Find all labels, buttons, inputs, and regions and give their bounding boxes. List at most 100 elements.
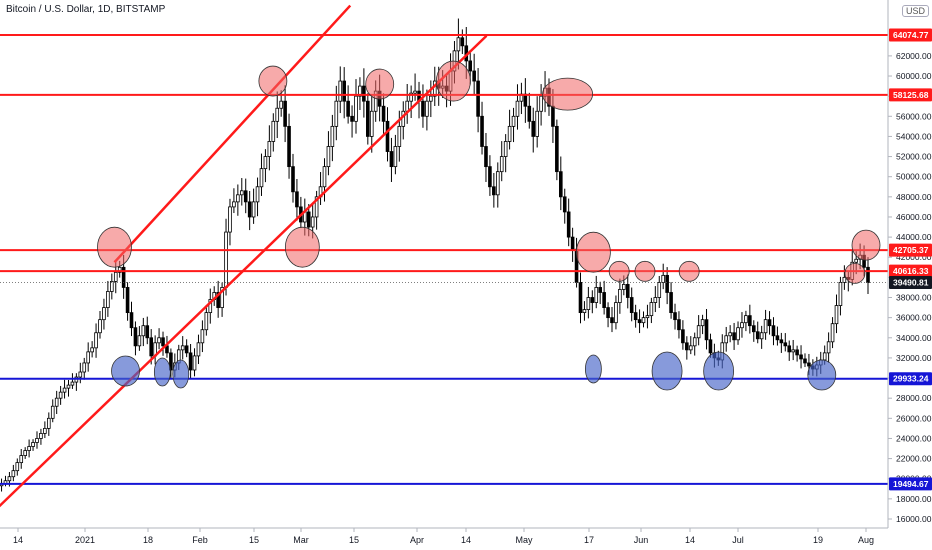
candle-body bbox=[145, 325, 150, 339]
channel-lower-line[interactable] bbox=[0, 34, 488, 516]
resistance-marker[interactable] bbox=[97, 226, 132, 268]
resistance-marker[interactable] bbox=[678, 260, 700, 282]
candle-body bbox=[559, 171, 563, 198]
price-label-badge[interactable] bbox=[889, 372, 932, 386]
price-label-badge[interactable] bbox=[889, 264, 932, 278]
x-tick-label: Aug bbox=[858, 535, 874, 545]
candle-body bbox=[724, 335, 729, 344]
candle-body bbox=[779, 339, 784, 344]
candle-body bbox=[767, 319, 772, 327]
support-marker[interactable] bbox=[153, 357, 171, 387]
resistance-marker[interactable] bbox=[542, 77, 593, 111]
candle-body bbox=[787, 345, 792, 353]
candle-body bbox=[98, 319, 102, 334]
candle-body bbox=[421, 100, 425, 117]
candle-body bbox=[590, 297, 595, 303]
candle-body bbox=[704, 319, 709, 341]
support-marker[interactable] bbox=[703, 351, 735, 391]
candle-body bbox=[184, 345, 189, 354]
chart-title: Bitcoin / U.S. Dollar, 1D, BITSTAMP bbox=[6, 4, 166, 15]
candle-body bbox=[413, 90, 417, 94]
candle-body bbox=[322, 166, 327, 188]
candle-body bbox=[539, 95, 543, 112]
y-tick-label: 36000.00 bbox=[896, 313, 932, 323]
resistance-marker[interactable] bbox=[258, 65, 288, 97]
resistance-marker[interactable] bbox=[844, 262, 866, 284]
candle-body bbox=[692, 337, 697, 347]
candle-body bbox=[27, 446, 31, 451]
support-marker[interactable] bbox=[584, 354, 602, 384]
candle-body bbox=[397, 125, 402, 147]
candle-body bbox=[562, 196, 567, 213]
price-label-badge[interactable] bbox=[889, 28, 932, 42]
candle-body bbox=[117, 266, 122, 273]
candle-body bbox=[700, 319, 705, 327]
candle-body bbox=[141, 325, 146, 337]
candle-body bbox=[204, 312, 209, 331]
candle-body bbox=[137, 335, 142, 347]
support-marker[interactable] bbox=[651, 351, 683, 391]
candle-body bbox=[751, 325, 756, 333]
candle-body bbox=[830, 323, 835, 343]
candle-body bbox=[287, 125, 291, 168]
price-label-badge[interactable] bbox=[889, 88, 932, 102]
candles-layer bbox=[0, 18, 870, 492]
candle-body bbox=[468, 60, 473, 72]
candle-body bbox=[515, 100, 520, 117]
currency-badge[interactable]: USD bbox=[902, 5, 930, 17]
candle-body bbox=[807, 362, 811, 367]
candle-body bbox=[342, 80, 346, 102]
candle-body bbox=[110, 281, 114, 292]
support-marker[interactable] bbox=[172, 359, 190, 389]
x-tick-label: Mar bbox=[293, 535, 309, 545]
resistance-marker[interactable] bbox=[575, 231, 611, 273]
candle-body bbox=[389, 151, 394, 168]
resistance-marker[interactable] bbox=[365, 68, 395, 100]
candle-body bbox=[598, 287, 602, 293]
x-tick-label: Jun bbox=[634, 535, 649, 545]
candle-body bbox=[23, 450, 27, 456]
resistance-marker[interactable] bbox=[435, 60, 471, 102]
candle-body bbox=[822, 352, 827, 361]
support-marker[interactable] bbox=[807, 359, 837, 391]
channel-upper-line[interactable] bbox=[113, 4, 352, 264]
price-label-badge[interactable] bbox=[889, 477, 932, 491]
price-label-text: 40616.33 bbox=[893, 266, 929, 276]
resistance-marker[interactable] bbox=[608, 260, 630, 282]
candle-body bbox=[283, 100, 287, 127]
candle-body bbox=[216, 292, 220, 308]
candle-body bbox=[633, 312, 638, 321]
resistance-marker[interactable] bbox=[284, 226, 320, 268]
candle-body bbox=[263, 156, 268, 170]
price-label-badge[interactable] bbox=[889, 276, 932, 290]
x-tick-label: 14 bbox=[461, 535, 471, 545]
candle-body bbox=[161, 337, 165, 347]
price-label-text: 64074.77 bbox=[893, 30, 929, 40]
candle-body bbox=[409, 92, 413, 102]
candle-body bbox=[740, 322, 744, 329]
price-label-text: 19494.67 bbox=[893, 479, 929, 489]
candle-body bbox=[86, 351, 90, 364]
resistance-marker[interactable] bbox=[851, 229, 881, 261]
candle-body bbox=[7, 476, 12, 482]
support-marker[interactable] bbox=[111, 355, 140, 387]
candle-body bbox=[728, 332, 732, 337]
candle-body bbox=[618, 289, 622, 303]
candle-body bbox=[279, 100, 283, 109]
candle-body bbox=[696, 325, 701, 339]
candle-body bbox=[649, 302, 654, 317]
candle-body bbox=[125, 287, 130, 314]
candle-body bbox=[803, 358, 807, 364]
candle-body bbox=[334, 100, 339, 127]
price-label-badge[interactable] bbox=[889, 243, 932, 257]
y-tick-label: 50000.00 bbox=[896, 172, 932, 182]
resistance-marker[interactable] bbox=[634, 260, 656, 282]
candle-body bbox=[35, 438, 39, 443]
candle-body bbox=[523, 93, 528, 107]
y-tick-label: 48000.00 bbox=[896, 192, 932, 202]
candle-body bbox=[795, 349, 799, 356]
candle-body bbox=[602, 292, 606, 308]
candle-body bbox=[346, 100, 350, 117]
price-label-text: 42705.37 bbox=[893, 245, 929, 255]
